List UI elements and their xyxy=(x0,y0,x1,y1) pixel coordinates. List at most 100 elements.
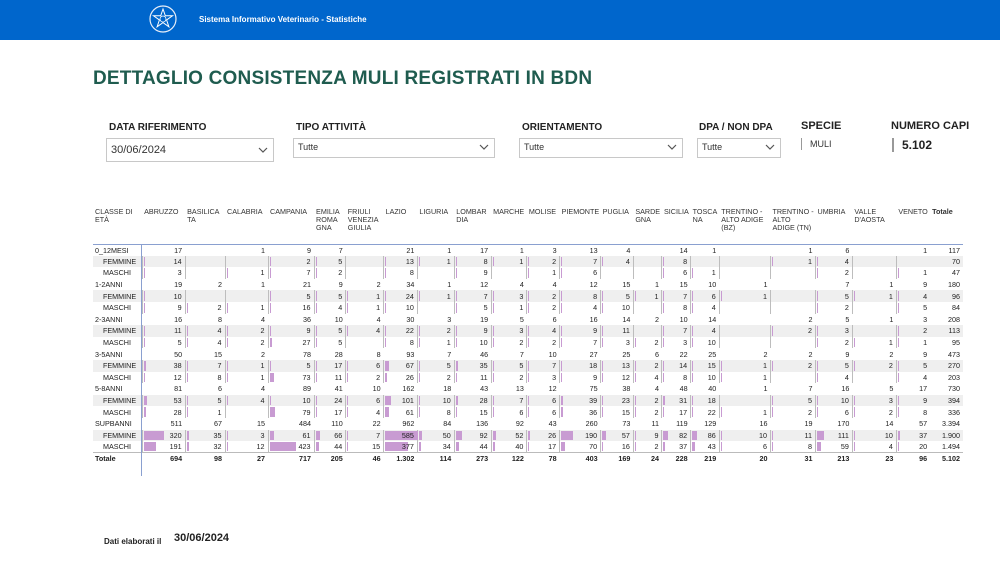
cell-value: 36 xyxy=(589,407,598,417)
row-label[interactable]: SUPBANNI xyxy=(95,419,132,429)
table-cell: 47 xyxy=(930,267,963,279)
col-header-valle-daosta[interactable]: VALLE D'AOSTA xyxy=(852,206,897,245)
row-label[interactable]: MASCHI xyxy=(103,407,131,417)
cell-value: 1.494 xyxy=(942,442,960,452)
table-cell: 86 xyxy=(690,429,720,442)
table-row[interactable]: MASCHI 5 4 2 27 5 8 1 10 2 2 7 3 2 3 10 2 1 1 95 xyxy=(93,336,963,349)
table-cell: 28 xyxy=(141,406,186,418)
row-label[interactable]: 2-3ANNI xyxy=(95,314,123,324)
table-cell: 22 xyxy=(346,418,384,430)
table-cell: 38 xyxy=(601,383,634,395)
col-header-marche[interactable]: MARCHE xyxy=(491,206,527,245)
col-header-umbria[interactable]: UMBRIA xyxy=(815,206,853,245)
table-row[interactable]: MASCHI 191 32 12 423 44 15 377 34 44 40 17 70 16 2 37 43… xyxy=(93,441,963,453)
cell-value: 1 xyxy=(889,280,894,290)
data-bar xyxy=(692,268,694,278)
cell-value: 2 xyxy=(552,338,557,348)
table-row[interactable]: FEMMINE 38 7 1 5 17 6 67 5 35 5 7 18 13 2 14 15 1 2 5 2 5 270 xyxy=(93,359,963,372)
data-bar xyxy=(561,372,563,383)
col-header-sardegna[interactable]: SARDE GNA xyxy=(633,206,662,245)
row-label[interactable]: 3-5ANNI xyxy=(95,349,123,359)
table-row[interactable]: MASCHI 9 2 1 16 4 1 10 5 1 2 4 10 8 4 2 5 84 xyxy=(93,301,963,314)
col-header-calabria[interactable]: CALABRIA xyxy=(225,206,268,245)
row-label[interactable]: MASCHI xyxy=(103,303,131,313)
row-label[interactable]: 0_12MESI xyxy=(95,245,129,255)
col-header-veneto[interactable]: VENETO xyxy=(896,206,931,245)
total-row[interactable]: Totale 694 98 27 717 205 46 1.302 114 273 122 78 403… xyxy=(93,452,963,465)
cell-value: 4 xyxy=(552,280,557,290)
row-label[interactable]: 1-2ANNI xyxy=(95,280,123,290)
tipo-attivita-dropdown[interactable]: Tutte xyxy=(293,138,495,158)
row-label[interactable]: FEMMINE xyxy=(93,255,143,268)
table-row[interactable]: FEMMINE 320 35 3 61 66 7 585 50 92 52 26 190 57 9 82 86 1… xyxy=(93,429,963,442)
group-row[interactable]: 1-2ANNI 19 2 1 21 9 2 34 1 12 4 4 12 15 1 15 10 1 7 1 9 180 xyxy=(93,279,963,291)
col-header-puglia[interactable]: PUGLIA xyxy=(600,206,634,245)
table-cell: 4 xyxy=(345,325,384,337)
table-cell: 13 xyxy=(600,359,634,372)
col-header-lombardia[interactable]: LOMBAR DIA xyxy=(454,206,492,245)
table-row[interactable]: FEMMINE 14 2 5 13 1 8 1 2 7 4 8 1 4 70 xyxy=(93,255,963,268)
data-riferimento-dropdown[interactable]: 30/06/2024 xyxy=(106,138,274,162)
group-row[interactable]: 5-8ANNI 81 6 4 89 41 10 162 18 43 13 12 75 38 4 48 40 1 7 1… xyxy=(93,383,963,395)
orientamento-dropdown[interactable]: Tutte xyxy=(519,138,683,158)
dpa-dropdown[interactable]: Tutte xyxy=(697,138,781,158)
row-label[interactable]: FEMMINE xyxy=(93,359,143,372)
cell-value: 10 xyxy=(442,396,451,406)
specie-value[interactable]: MULI xyxy=(801,138,832,150)
table-cell: 19 xyxy=(142,279,185,291)
table-row[interactable]: MASCHI 12 8 1 73 11 2 26 2 11 2 3 9 12 4 8 10 1 4 4 203 xyxy=(93,371,963,384)
col-header-abruzzo[interactable]: ABRUZZO xyxy=(142,206,186,245)
row-label[interactable]: 5-8ANNI xyxy=(95,384,123,394)
col-header-piemonte[interactable]: PIEMONTE xyxy=(559,206,601,245)
table-cell: 1 xyxy=(719,279,770,291)
col-header-trentino-bz[interactable]: TRENTINO - ALTO ADIGE (BZ) xyxy=(719,206,771,245)
table-cell xyxy=(769,301,816,314)
table-cell: 377 xyxy=(383,441,418,453)
row-label[interactable]: Totale xyxy=(93,452,143,465)
table-row[interactable]: FEMMINE 11 4 2 9 5 4 22 2 9 3 4 9 11 7 4 2 3 2 113 xyxy=(93,325,963,337)
data-bar xyxy=(528,291,530,301)
row-label[interactable]: FEMMINE xyxy=(93,429,143,442)
col-header-toscana[interactable]: TOSCA NA xyxy=(690,206,720,245)
table-cell: 110 xyxy=(314,418,346,430)
row-label[interactable]: FEMMINE xyxy=(93,394,143,407)
col-header-liguria[interactable]: LIGURIA xyxy=(417,206,455,245)
cell-value: 8 xyxy=(409,338,414,348)
table-row[interactable]: FEMMINE 10 5 5 1 24 1 7 3 2 8 5 1 7 6 1 5 1 4 96 xyxy=(93,290,963,302)
data-bar xyxy=(347,372,349,383)
table-cell xyxy=(224,255,268,268)
group-row[interactable]: 0_12MESI 17 1 9 7 21 1 17 1 3 13 4 14 1 1 6 1 117 xyxy=(93,244,963,256)
col-header-totale[interactable]: Totale xyxy=(930,206,963,245)
row-label[interactable]: FEMMINE xyxy=(93,325,143,337)
cell-value: 4 xyxy=(711,326,716,336)
row-label[interactable]: MASCHI xyxy=(103,338,131,348)
cell-value: 17 xyxy=(548,442,557,452)
col-header-emilia-romagna[interactable]: EMILIA ROMA GNA xyxy=(314,206,346,245)
group-row[interactable]: SUPBANNI 511 67 15 484 110 22 962 84 136 92 43 260 73… xyxy=(93,418,963,430)
cell-value: 46 xyxy=(372,454,381,464)
col-header-sicilia[interactable]: SICILIA xyxy=(661,206,691,245)
row-label[interactable]: FEMMINE xyxy=(93,290,143,302)
cell-value: 1 xyxy=(763,384,768,394)
table-cell: 11 xyxy=(769,429,816,442)
col-header-basilicata[interactable]: BASILICA TA xyxy=(185,206,226,245)
data-bar xyxy=(347,302,349,313)
col-header-campania[interactable]: CAMPANIA xyxy=(268,206,315,245)
table-cell: 5 xyxy=(491,314,527,326)
cell-value: 8 xyxy=(683,372,688,382)
table-row[interactable]: MASCHI 28 1 79 17 4 61 8 15 6 6 36 15 2 17 22 1 2 6 2 8 336 xyxy=(93,406,963,418)
row-label[interactable]: MASCHI xyxy=(103,268,131,278)
cell-value: 1 xyxy=(261,245,265,255)
group-row[interactable]: 3-5ANNI 50 15 2 78 28 8 93 7 46 7 10 27 25 6 22 25 2 2 9 2 9 4… xyxy=(93,348,963,360)
col-header-trentino-tn[interactable]: TRENTINO - ALTO ADIGE (TN) xyxy=(770,206,816,245)
col-header-friuli[interactable]: FRIULI VENEZIA GIULIA xyxy=(345,206,384,245)
group-row[interactable]: 2-3ANNI 16 8 4 36 10 4 30 3 19 5 6 16 14 2 10 14 2 5 1 3 208 xyxy=(93,314,963,326)
row-header[interactable]: CLASSE DI ETÀ xyxy=(93,206,143,245)
col-header-lazio[interactable]: LAZIO xyxy=(383,206,418,245)
table-cell: 1 xyxy=(851,336,897,349)
row-label[interactable]: MASCHI xyxy=(103,372,131,382)
table-row[interactable]: MASCHI 3 1 7 2 8 9 1 6 6 1 2 1 47 xyxy=(93,267,963,279)
row-label[interactable]: MASCHI xyxy=(103,442,131,452)
col-header-molise[interactable]: MOLISE xyxy=(526,206,560,245)
table-row[interactable]: FEMMINE 53 5 4 10 24 6 101 10 28 7 6 39 23 2 31 18 5 10 3 9 3… xyxy=(93,394,963,407)
